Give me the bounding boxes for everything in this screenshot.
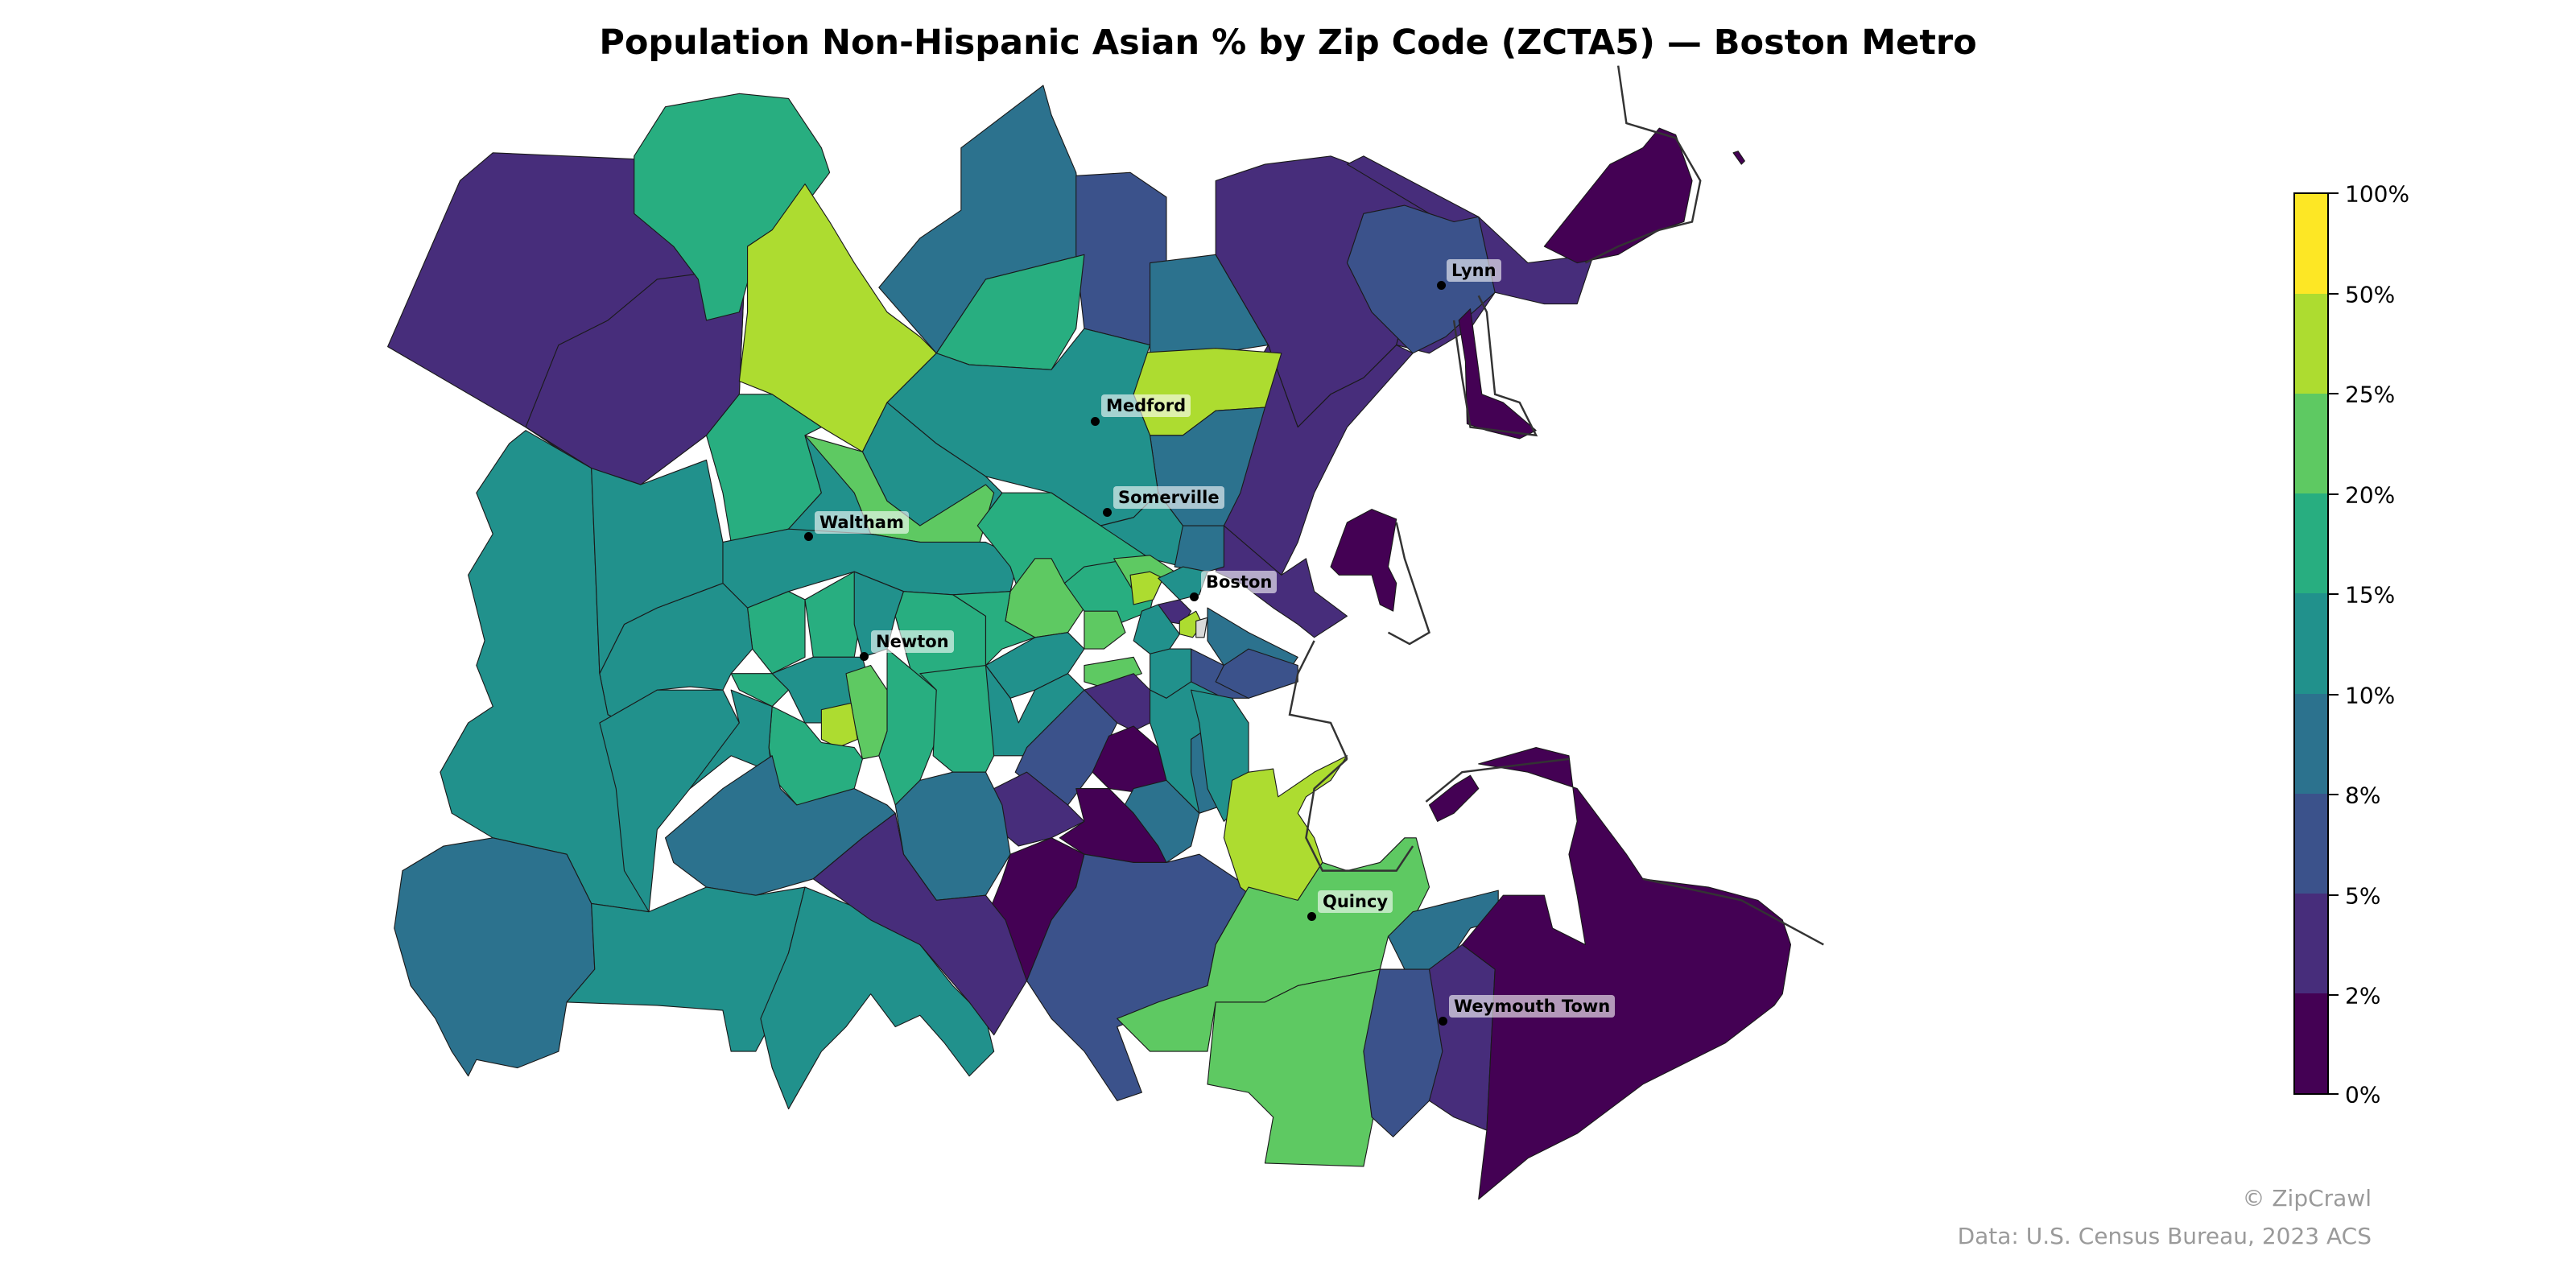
- colorbar-tick-label: 0%: [2345, 1081, 2381, 1108]
- colorbar-bin-2-5: [2295, 893, 2327, 993]
- city-label-weymouth-town: Weymouth Town: [1449, 995, 1616, 1018]
- colorbar-tick-label: 25%: [2345, 381, 2396, 408]
- colorbar-bin-0-2: [2295, 993, 2327, 1093]
- zcta-region[interactable]: [760, 886, 995, 1110]
- colorbar-tick-label: 20%: [2345, 481, 2396, 509]
- zcta-region[interactable]: [730, 673, 790, 708]
- data-source-credit: Data: U.S. Census Bureau, 2023 ACS: [1957, 1223, 2372, 1249]
- city-label-waltham: Waltham: [815, 511, 909, 534]
- zcta-region[interactable]: [1543, 127, 1693, 264]
- zcta-region[interactable]: [886, 328, 1159, 526]
- city-dot-quincy: [1307, 912, 1316, 921]
- zcta-region[interactable]: [952, 591, 1036, 667]
- colorbar-tick: [2329, 694, 2339, 696]
- city-dot-lynn: [1437, 281, 1446, 290]
- colorbar-tick-label: 15%: [2345, 581, 2396, 609]
- zcta-region[interactable]: [812, 812, 1028, 1036]
- colorbar-tick: [2329, 1093, 2339, 1095]
- zcta-region[interactable]: [394, 837, 596, 1077]
- zcta-region[interactable]: [591, 459, 724, 675]
- colorbar-tick: [2329, 593, 2339, 595]
- colorbar-tick: [2329, 794, 2339, 795]
- colorbar-tick: [2329, 493, 2339, 495]
- zcta-region[interactable]: [1174, 525, 1224, 572]
- zcta-region[interactable]: [689, 689, 773, 790]
- colorbar-bin-15-20: [2295, 493, 2327, 594]
- colorbar-tick-label: 8%: [2345, 782, 2381, 809]
- zcta-region[interactable]: [1129, 571, 1164, 605]
- colorbar-tick: [2329, 393, 2339, 394]
- colorbar-bin-8-10: [2295, 693, 2327, 794]
- colorbar: [2293, 192, 2329, 1095]
- map-title: Population Non-Hispanic Asian % by Zip C…: [599, 23, 1977, 63]
- zcta-region[interactable]: [440, 430, 650, 913]
- city-dot-weymouth-town: [1439, 1017, 1447, 1026]
- colorbar-tick-label: 5%: [2345, 882, 2381, 910]
- colorbar-tick: [2329, 894, 2339, 896]
- copyright-credit: © ZipCrawl: [2242, 1185, 2372, 1212]
- zcta-region[interactable]: [1461, 747, 1792, 1200]
- colorbar-bin-50-100: [2295, 194, 2327, 295]
- city-dot-somerville: [1103, 508, 1112, 517]
- zcta-region[interactable]: [1084, 673, 1151, 732]
- zcta-region[interactable]: [1458, 308, 1537, 440]
- zcta-region[interactable]: [1084, 610, 1126, 650]
- zcta-region[interactable]: [985, 632, 1085, 699]
- colorbar-tick: [2329, 994, 2339, 996]
- colorbar-bin-10-15: [2295, 593, 2327, 694]
- city-label-lynn: Lynn: [1447, 259, 1501, 282]
- city-dot-boston: [1190, 592, 1199, 601]
- zcta-region[interactable]: [1195, 617, 1208, 638]
- zcta-region[interactable]: [1732, 151, 1745, 165]
- zcta-region[interactable]: [820, 702, 858, 749]
- city-dot-medford: [1091, 417, 1100, 426]
- colorbar-tick-label: 50%: [2345, 281, 2396, 308]
- city-dot-waltham: [804, 532, 813, 541]
- city-label-quincy: Quincy: [1318, 890, 1393, 913]
- city-label-boston: Boston: [1201, 571, 1278, 593]
- zcta-region[interactable]: [1330, 509, 1397, 612]
- city-label-newton: Newton: [871, 630, 954, 653]
- colorbar-tick: [2329, 293, 2339, 295]
- colorbar-tick: [2329, 192, 2339, 194]
- city-dot-newton: [860, 652, 869, 661]
- colorbar-bin-20-25: [2295, 394, 2327, 494]
- zcta-region[interactable]: [1428, 774, 1480, 822]
- zcta-region[interactable]: [1215, 648, 1298, 699]
- colorbar-bin-25-50: [2295, 294, 2327, 394]
- city-label-medford: Medford: [1101, 394, 1191, 417]
- zcta-region[interactable]: [566, 886, 806, 1052]
- colorbar-tick-label: 100%: [2345, 180, 2410, 208]
- colorbar-tick-label: 10%: [2345, 682, 2396, 709]
- city-label-somerville: Somerville: [1113, 486, 1224, 509]
- colorbar-tick-label: 2%: [2345, 982, 2381, 1009]
- colorbar-bin-5-8: [2295, 793, 2327, 894]
